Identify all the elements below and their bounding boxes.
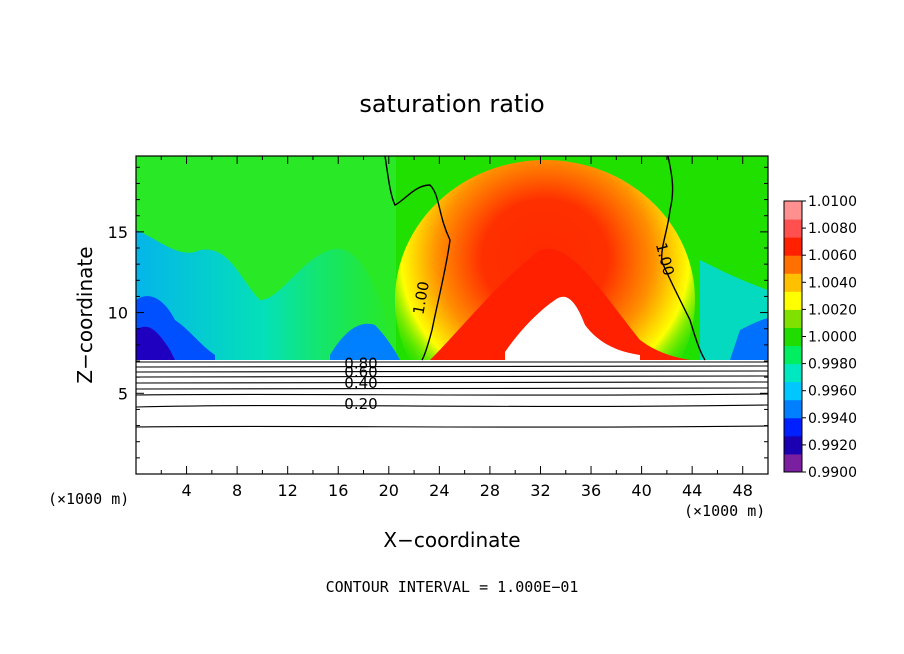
- x-tick-label: 4: [181, 481, 191, 500]
- blue-region-mid: [330, 323, 400, 360]
- x-unit-label-right: (×1000 m): [684, 502, 765, 520]
- colorbar-label: 0.9960: [808, 384, 857, 400]
- colorbar-label: 0.9940: [808, 411, 857, 427]
- x-unit-label-left: (×1000 m): [48, 490, 129, 508]
- colorbar-swatch: [784, 291, 802, 310]
- colorbar-swatch: [784, 345, 802, 365]
- contour-1.00-left: [384, 156, 451, 361]
- x-tick-label: 48: [733, 481, 753, 500]
- x-axis-label: X−coordinate: [383, 528, 520, 552]
- contour-1.00-right: [660, 156, 706, 361]
- colorbar-swatch: [784, 381, 802, 401]
- colorbar-label: 1.0000: [808, 330, 857, 346]
- contour-labels: 1.001.000.800.600.400.20: [344, 241, 678, 413]
- blue-region-right: [730, 318, 768, 360]
- colorbar-swatch: [784, 201, 802, 220]
- contour-interval-note: CONTOUR INTERVAL = 1.000E−01: [326, 578, 579, 596]
- colorbar-swatch: [784, 327, 802, 347]
- x-tick-label: 44: [682, 481, 702, 500]
- y-axis: 5 10 15: [108, 166, 768, 459]
- darkblue-region-left: [136, 326, 175, 360]
- colorbar-swatch: [784, 309, 802, 328]
- colorbar-swatch: [784, 219, 802, 238]
- colorbar-swatch: [784, 273, 802, 292]
- plot-frame: [135, 155, 769, 475]
- y-tick-label: 10: [108, 304, 128, 323]
- colorbar-label: 0.9980: [808, 357, 857, 373]
- colorbar-swatch: [784, 363, 802, 383]
- contour-label: 1.00: [409, 280, 433, 316]
- x-tick-label: 40: [631, 481, 651, 500]
- colorbar-swatch: [784, 417, 802, 437]
- colorbar-label: 1.0100: [808, 194, 857, 210]
- y-axis-label: Z−coordinate: [73, 246, 97, 383]
- lower-contours: [136, 361, 768, 428]
- plot-area: [136, 156, 768, 474]
- colorbar-label: 1.0080: [808, 221, 857, 237]
- colorbar-label: 0.9900: [808, 465, 857, 481]
- x-tick-label: 32: [530, 481, 550, 500]
- contour-label: 0.40: [344, 374, 377, 392]
- x-axis: 4 8 12 16 20 24 28 32 36 40 44 48: [160, 156, 753, 500]
- colorbar-swatch: [784, 237, 802, 256]
- y-tick-label: 15: [108, 223, 128, 242]
- colorbar-swatch: [784, 399, 802, 419]
- colorbar-labels: 1.0100 1.0080 1.0060 1.0040 1.0020 1.0000 0.99…: [802, 194, 857, 481]
- colorbar-swatch: [784, 453, 802, 473]
- colorbar-label: 1.0060: [808, 248, 857, 264]
- x-tick-label: 12: [278, 481, 298, 500]
- colorbar-swatch: [784, 255, 802, 274]
- x-tick-label: 8: [232, 481, 242, 500]
- contour-label: 0.80: [344, 355, 377, 373]
- saturated-white-region: [505, 296, 640, 360]
- colorbar-label: 0.9920: [808, 438, 857, 454]
- lower-white-region: [136, 360, 768, 474]
- chart-title: saturation ratio: [359, 90, 544, 118]
- x-tick-label: 20: [379, 481, 399, 500]
- x-tick-label: 16: [328, 481, 348, 500]
- colorbar-label: 1.0040: [808, 275, 857, 291]
- x-tick-label: 36: [581, 481, 601, 500]
- colorbar-label: 1.0020: [808, 302, 857, 318]
- x-tick-label: 28: [480, 481, 500, 500]
- contour-label: 0.20: [344, 395, 377, 413]
- colorbar: [783, 200, 803, 473]
- contour-label: 0.60: [344, 363, 377, 381]
- cyan-region-left: [136, 230, 395, 360]
- colorbar-swatch: [784, 435, 802, 455]
- x-tick-label: 24: [429, 481, 449, 500]
- y-tick-label: 5: [118, 384, 128, 403]
